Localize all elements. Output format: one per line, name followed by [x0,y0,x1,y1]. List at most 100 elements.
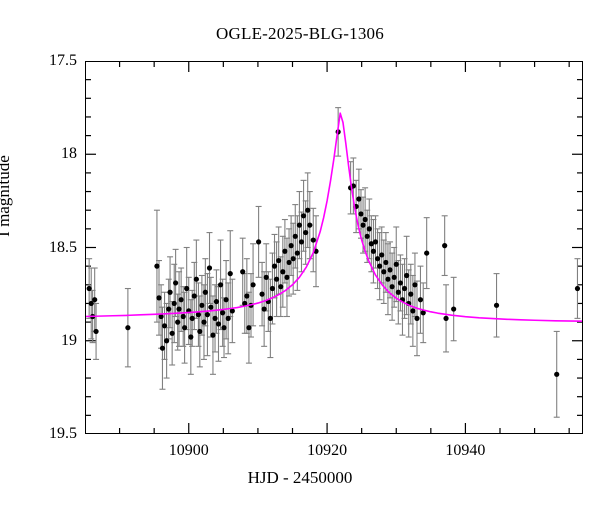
data-point [381,269,387,275]
data-point [290,256,296,262]
data-point [387,267,393,273]
data-point [305,207,311,213]
data-point [404,272,410,279]
data-point [223,297,229,303]
data-point [276,257,282,264]
data-point [298,239,305,245]
data-point [158,313,164,320]
data-point [395,289,401,295]
data-point [278,284,284,290]
data-point [267,315,273,321]
data-point [286,259,292,266]
data-point [229,308,235,314]
data-point [385,276,391,282]
data-point [213,298,220,305]
data-point [242,300,248,307]
data-point [366,226,372,232]
data-point [221,325,227,331]
data-point [303,229,309,236]
data-point [86,285,92,292]
data-point [360,222,366,228]
data-point [389,284,395,290]
data-point [166,306,172,312]
data-point [180,313,186,320]
data-point [263,274,269,280]
data-point [178,297,184,303]
data-point [125,325,131,331]
x-axis-ticks [85,61,570,434]
data-point [271,263,278,269]
data-point [364,233,370,239]
data-point [393,261,399,267]
data-point [246,325,252,331]
data-point [391,274,397,280]
data-point [261,306,267,312]
data-point [217,282,224,288]
model-curve [85,112,583,322]
data-point [201,319,207,325]
data-point [204,312,211,318]
data-point [383,259,389,266]
x-tick-label: 10900 [168,442,209,459]
data-point [225,315,231,321]
data-point [443,315,449,321]
y-tick-label: 17.5 [49,52,77,69]
data-point [176,306,182,312]
data-point [414,315,420,321]
y-tick-label: 18.5 [49,238,77,256]
data-point [210,332,216,338]
x-tick-label: 10940 [445,442,486,459]
data-point [377,263,383,269]
y-tick-label: 19.5 [49,425,77,442]
data-point [294,250,300,256]
data-point [199,302,205,308]
data-point [93,328,99,335]
data-point [307,222,313,228]
data-point [554,371,560,377]
data-point [244,293,250,299]
data-point [184,285,190,292]
data-point [358,211,364,217]
data-point [193,276,199,282]
data-point [451,306,457,312]
axes-frame [85,61,583,434]
data-point [169,330,175,336]
data-point [401,285,408,292]
data-point [296,222,303,228]
data-point [156,295,162,301]
data-point [197,328,203,335]
data-point [173,280,179,286]
data-point [208,304,214,310]
data-point [412,282,418,288]
data-point [88,300,94,307]
data-point [182,325,188,331]
data-point [227,271,233,277]
data-point [259,291,265,297]
data-point [362,216,368,223]
y-axis-ticks [85,61,583,434]
data-point [269,285,276,292]
data-point [368,241,374,247]
data-point [408,291,414,297]
chart-title: OGLE-2025-BLG-1306 [216,24,384,43]
x-axis-label: HJD - 2450000 [247,468,353,487]
data-point [240,269,246,275]
data-point [442,243,448,249]
data-point [171,300,177,307]
data-point [420,310,426,316]
data-point [372,239,379,245]
data-canvas [85,61,583,434]
data-point [410,308,416,314]
data-points-group [86,129,581,377]
data-point [206,265,213,271]
data-point [356,196,362,202]
data-point [220,310,226,316]
data-point [159,345,166,351]
data-point [292,233,298,239]
data-point [370,248,377,254]
data-point [191,293,197,299]
data-point [175,319,181,325]
data-point [250,282,256,288]
data-point [195,312,202,318]
